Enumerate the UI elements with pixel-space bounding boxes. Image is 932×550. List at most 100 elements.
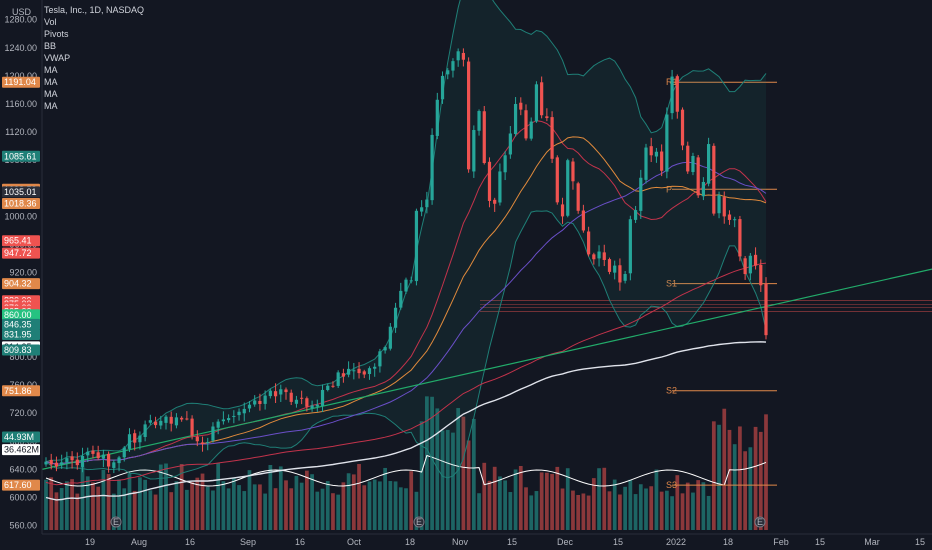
candle-body: [555, 157, 559, 203]
volume-bar: [597, 468, 601, 530]
volume-bar: [711, 421, 716, 530]
volume-bar: [284, 480, 288, 530]
candle-body: [446, 70, 450, 75]
volume-bar: [529, 495, 534, 530]
candle-body: [644, 147, 648, 180]
price-label-text: 809.83: [4, 345, 32, 355]
price-label-badge: [2, 278, 40, 290]
x-tick-label: Dec: [557, 537, 574, 547]
price-label-text: 617.60: [4, 480, 32, 490]
volume-bar: [106, 474, 111, 530]
candle-body: [185, 418, 189, 420]
indicator-vol[interactable]: Vol: [44, 17, 57, 27]
candle-body: [513, 103, 518, 134]
volume-bar: [75, 493, 80, 530]
symbol-title[interactable]: Tesla, Inc., 1D, NASDAQ: [44, 5, 145, 15]
volume-bar: [545, 472, 549, 530]
volume-bar: [179, 463, 184, 530]
time-axis: 19 Aug 16 Sep 16 Oct 18 Nov 15 Dec 15 2022 18 Feb 15 Ma…: [42, 533, 932, 547]
candle-body: [101, 454, 105, 459]
volume-bar: [273, 488, 278, 530]
y-tick-label: 640.00: [9, 464, 37, 474]
candle-body: [54, 462, 59, 467]
candle-body: [743, 258, 747, 275]
price-label-badge: [2, 385, 40, 397]
price-label-badge: [2, 444, 40, 456]
candle-body: [701, 181, 705, 197]
pivot-label: P: [666, 184, 672, 194]
candle-body: [618, 265, 622, 283]
candle-body: [498, 171, 502, 203]
volume-bar: [44, 479, 48, 530]
volume-bar: [242, 491, 247, 530]
volume-bar: [691, 492, 695, 530]
volume-bar: [503, 480, 507, 530]
candle-body: [654, 151, 659, 157]
candle-body: [373, 366, 377, 369]
volume-bar: [216, 462, 221, 530]
volume-bar: [85, 476, 90, 530]
candle-body: [508, 133, 512, 155]
candle-body: [279, 389, 283, 395]
indicator-ma-2[interactable]: MA: [44, 77, 58, 87]
candle-body: [148, 420, 152, 423]
candle-body: [571, 161, 575, 182]
x-tick-label: 16: [295, 537, 305, 547]
candle-body: [550, 117, 554, 159]
candle-body: [300, 397, 304, 399]
y-tick-label: 920.00: [9, 268, 37, 278]
trendline: [41, 268, 932, 470]
earnings-icon-label: E: [757, 517, 763, 527]
candle-body: [70, 456, 74, 461]
candle-body: [336, 372, 340, 386]
indicator-ma-3[interactable]: MA: [44, 89, 58, 99]
volume-bar: [331, 493, 335, 530]
volume-bar: [565, 468, 570, 530]
volume-bar: [487, 480, 492, 530]
price-label-badge: [2, 328, 40, 340]
candle-body: [138, 435, 142, 443]
price-label-badge: [2, 479, 40, 491]
volume-bar: [404, 488, 408, 530]
indicator-ma-1[interactable]: MA: [44, 65, 58, 75]
indicator-bb[interactable]: BB: [44, 41, 57, 51]
candle-body: [482, 111, 486, 164]
candle-body: [388, 326, 392, 349]
candle-body: [712, 145, 716, 214]
indicator-ma-4[interactable]: MA: [44, 101, 58, 111]
volume-bar: [91, 482, 95, 530]
indicator-pivots[interactable]: Pivots: [44, 29, 69, 39]
candle-body: [320, 389, 325, 406]
volume-bar: [315, 491, 320, 530]
indicator-vwap[interactable]: VWAP: [44, 53, 71, 63]
volume-bar: [65, 481, 69, 530]
volume-bar: [393, 481, 398, 530]
volume-bar: [101, 469, 106, 530]
candle-body: [665, 114, 669, 172]
volume-bar: [445, 429, 450, 530]
price-label-badge: [2, 318, 40, 330]
ma-red-line: [45, 262, 767, 486]
volume-bar: [414, 491, 419, 530]
volume-bar: [644, 488, 648, 530]
candle-body: [133, 433, 137, 443]
volume-bar: [586, 495, 591, 530]
price-label-badge: [2, 247, 40, 259]
candle-body: [107, 453, 111, 467]
candle-body: [195, 436, 199, 442]
volume-bar: [685, 482, 690, 530]
candle-body: [44, 461, 48, 465]
volume-bar: [398, 487, 403, 530]
candle-body: [503, 155, 507, 173]
pivot-label: S2: [666, 386, 677, 396]
x-tick-label: 15: [915, 537, 925, 547]
volume-bar: [518, 466, 523, 530]
volume-bar: [539, 472, 544, 530]
x-tick-label: 15: [815, 537, 825, 547]
volume-bar: [581, 493, 586, 530]
volume-bar: [174, 481, 179, 530]
volume-bar: [471, 418, 476, 530]
volume-bar: [602, 467, 607, 530]
price-label-text: 1085.61: [4, 151, 37, 161]
